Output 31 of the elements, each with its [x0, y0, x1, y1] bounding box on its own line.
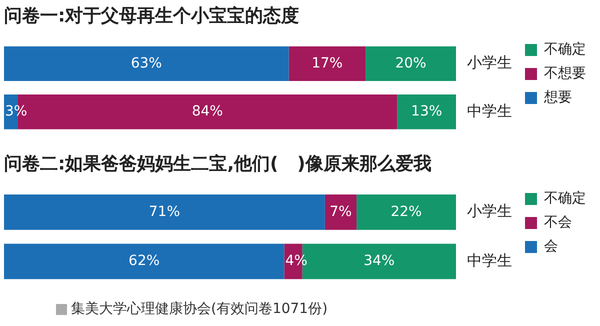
bar [366, 46, 456, 82]
bar [4, 244, 284, 280]
data-label: 7% [330, 204, 352, 220]
chart-title: 问卷一:对于父母再生个小宝宝的态度 [4, 5, 300, 26]
bar [356, 194, 456, 230]
legend-label: 不会 [544, 214, 572, 231]
legend-label: 想要 [543, 90, 572, 106]
bar [4, 194, 325, 230]
data-label: 34% [364, 253, 395, 270]
legend-label: 不确定 [544, 42, 586, 58]
y-tick-label: 中学生 [467, 102, 512, 120]
chart-title: 问卷二:如果爸爸妈妈生二宝,他们( )像原来那么爱我 [4, 153, 432, 174]
bar [397, 94, 456, 130]
data-label: 63% [130, 55, 162, 72]
legend-label: 不确定 [544, 190, 586, 207]
data-label: 62% [128, 253, 160, 270]
data-label: 13% [411, 104, 442, 120]
data-label: 17% [312, 55, 343, 72]
text: 集美大学心理健康协会(有效问卷1071份) [71, 300, 328, 318]
y-tick-label: 中学生 [467, 251, 512, 270]
y-tick-label: 小学生 [467, 202, 512, 220]
data-label: 71% [148, 204, 180, 220]
data-label: 20% [395, 55, 426, 72]
y-tick-label: 小学生 [467, 54, 512, 72]
data-label: 84% [192, 104, 223, 120]
bar [4, 46, 289, 82]
legend-label: 会 [544, 238, 558, 255]
bar [288, 46, 366, 82]
legend-label: 不想要 [544, 66, 586, 82]
data-label: 22% [390, 204, 422, 220]
bar [324, 194, 357, 230]
